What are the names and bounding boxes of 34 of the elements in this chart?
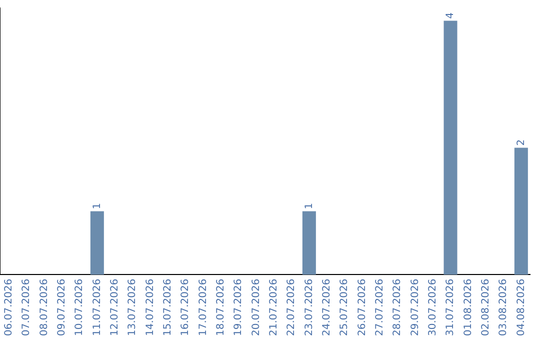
x-tick-label: 01.08.2026 <box>462 278 474 336</box>
x-tick-label: 28.07.2026 <box>392 278 404 336</box>
x-tick-label: 15.07.2026 <box>162 278 174 336</box>
x-tick-label: 25.07.2026 <box>339 278 350 336</box>
x-tick-label: 27.07.2026 <box>374 278 386 336</box>
x-tick-label: 17.07.2026 <box>198 278 209 336</box>
x-tick-label: 09.07.2026 <box>56 278 68 336</box>
x-tick-label: 21.07.2026 <box>268 278 280 336</box>
data-label: 1 <box>304 202 315 210</box>
x-tick-label: 04.08.2026 <box>516 278 527 336</box>
x-tick-label: 11.07.2026 <box>92 278 103 336</box>
x-tick-label: 30.07.2026 <box>427 278 438 336</box>
x-tick-label: 19.07.2026 <box>233 278 244 336</box>
x-tick-label: 23.07.2026 <box>304 278 315 336</box>
x-tick-label: 18.07.2026 <box>215 278 226 336</box>
x-tick-label: 12.07.2026 <box>109 278 120 336</box>
data-label: 4 <box>445 12 456 19</box>
data-label: 1 <box>92 202 103 210</box>
x-tick-label: 20.07.2026 <box>250 278 262 336</box>
x-tick-label: 06.07.2026 <box>3 278 14 336</box>
x-tick-label: 13.07.2026 <box>127 278 138 336</box>
x-tick-label: 07.07.2026 <box>21 278 32 336</box>
x-tick-label: 31.07.2026 <box>445 278 456 336</box>
data-label: 2 <box>516 139 527 146</box>
x-tick-label: 26.07.2026 <box>356 278 368 336</box>
x-tick-label: 03.08.2026 <box>498 278 510 336</box>
x-tick-label: 22.07.2026 <box>286 278 298 336</box>
x-tick-label: 24.07.2026 <box>321 278 332 336</box>
x-tick-label: 08.07.2026 <box>38 278 50 336</box>
x-tick-label: 16.07.2026 <box>180 278 192 336</box>
x-tick-label: 10.07.2026 <box>74 278 86 336</box>
x-tick-label: 14.07.2026 <box>144 278 156 336</box>
x-tick-label: 02.08.2026 <box>480 278 492 336</box>
x-tick-label: 29.07.2026 <box>410 278 421 336</box>
